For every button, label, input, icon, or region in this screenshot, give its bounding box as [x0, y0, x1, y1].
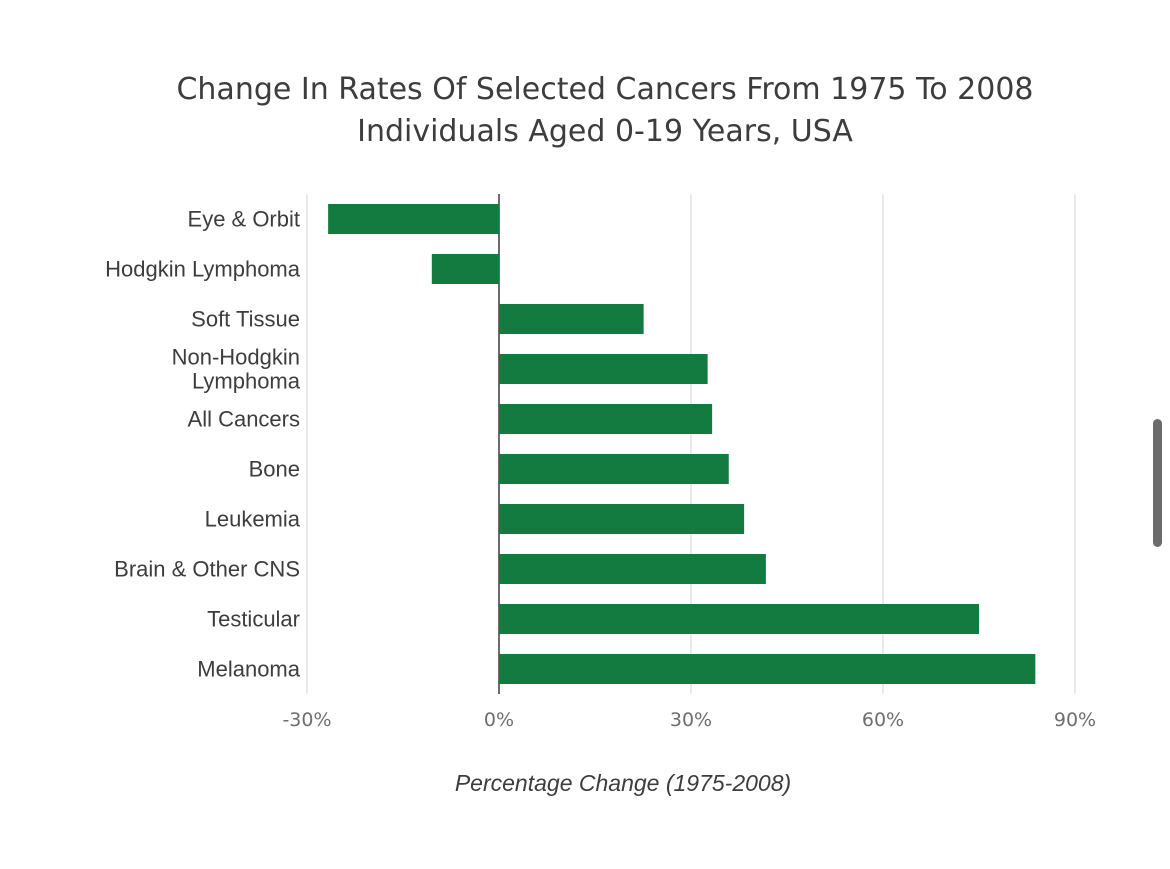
category-label: All Cancers: [188, 407, 300, 432]
bars: [328, 204, 1036, 684]
x-tick-label: 30%: [670, 709, 712, 731]
bar: [499, 304, 644, 334]
scroll-indicator[interactable]: [1153, 419, 1162, 547]
x-tick-label: 0%: [484, 709, 514, 731]
category-label: Brain & Other CNS: [114, 557, 300, 582]
bar: [499, 404, 713, 434]
bar: [499, 554, 766, 584]
bar: [328, 204, 499, 234]
x-tick-labels: -30% 0% 30% 60% 90%: [282, 709, 1096, 731]
x-axis-title: Percentage Change (1975-2008): [455, 770, 791, 796]
category-label: Testicular: [207, 607, 300, 632]
category-label: Non-Hodgkin Lymphoma: [172, 345, 301, 394]
category-label: Hodgkin Lymphoma: [105, 257, 301, 282]
x-tick-label: -30%: [282, 709, 331, 731]
category-labels: Eye & Orbit Hodgkin Lymphoma Soft Tissue No…: [105, 207, 301, 682]
bar: [499, 354, 708, 384]
bar: [499, 504, 745, 534]
bar: [499, 454, 729, 484]
chart-title: Change In Rates Of Selected Cancers From…: [176, 72, 1034, 107]
bar: [499, 654, 1036, 684]
category-label: Eye & Orbit: [188, 207, 300, 232]
bar: [431, 254, 499, 284]
category-label: Bone: [249, 457, 300, 482]
chart-subtitle: Individuals Aged 0-19 Years, USA: [357, 114, 853, 149]
bar: [499, 604, 979, 634]
category-label: Leukemia: [205, 507, 301, 532]
x-tick-label: 60%: [862, 709, 904, 731]
category-label: Soft Tissue: [191, 307, 300, 332]
x-tick-label: 90%: [1054, 709, 1096, 731]
category-label: Melanoma: [197, 657, 300, 682]
